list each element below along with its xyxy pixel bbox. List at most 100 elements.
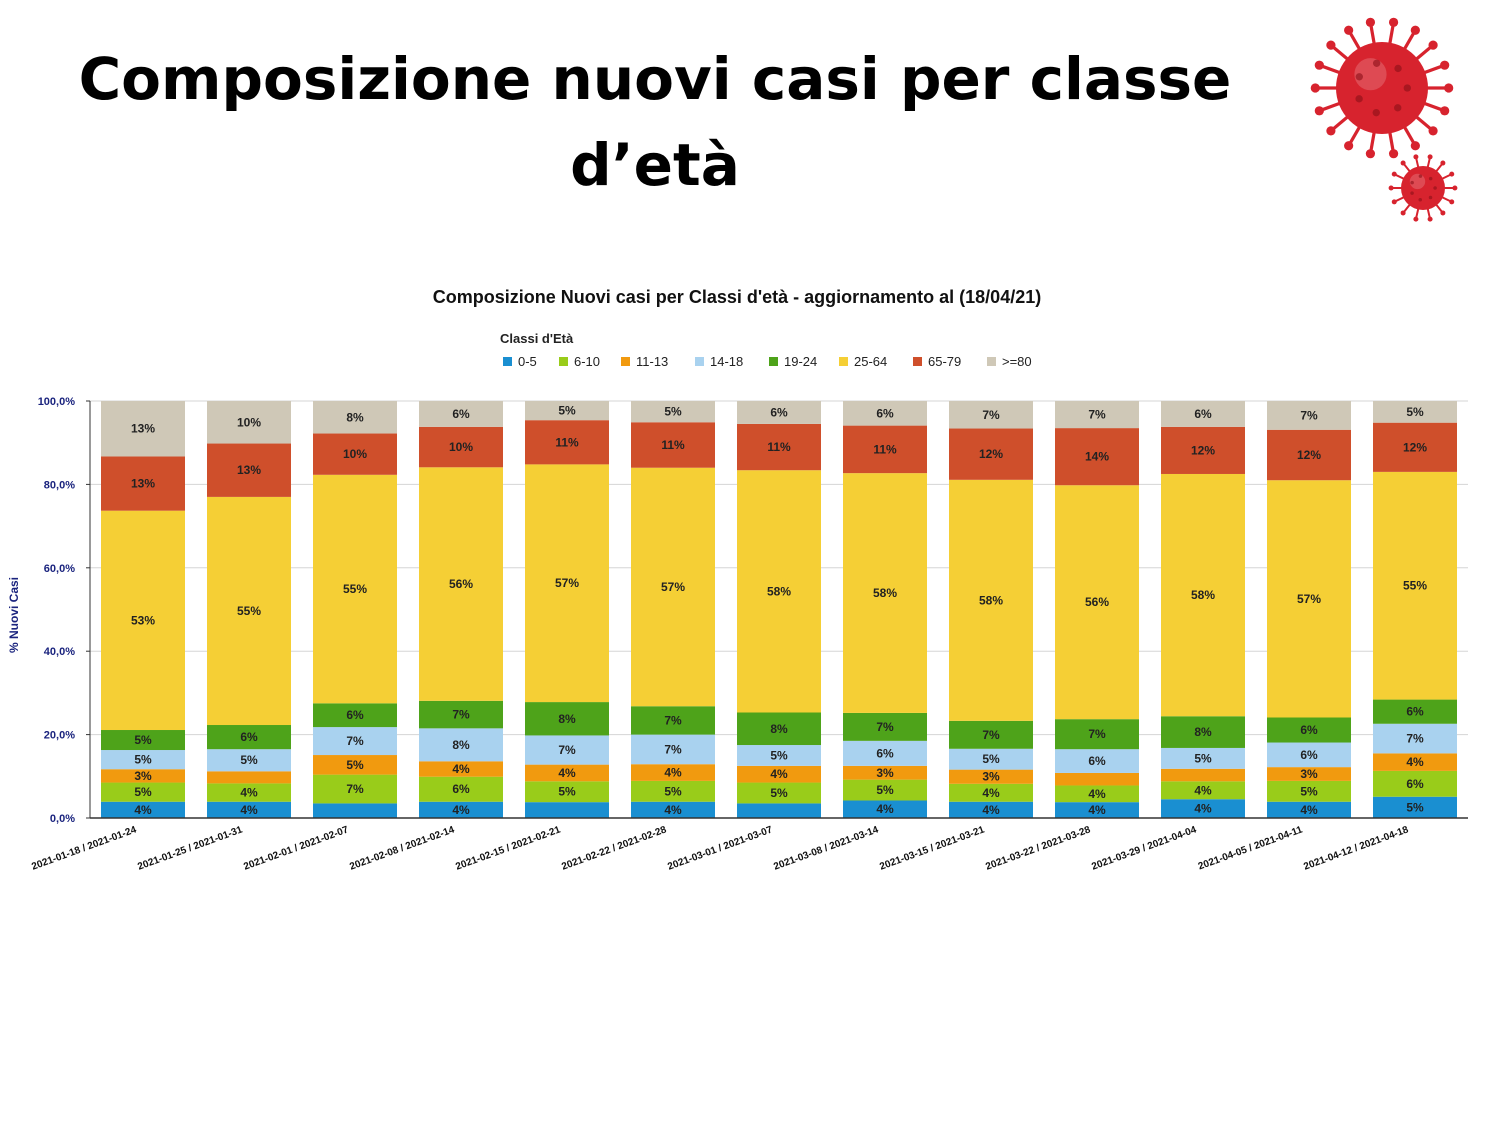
y-tick-label: 40,0% (44, 646, 75, 658)
bar-segment (207, 496, 291, 726)
bar-segment (207, 443, 291, 497)
bar-segment (631, 780, 715, 802)
data-label: 5% (770, 786, 788, 800)
bar-segment (419, 801, 503, 818)
bar-segment (843, 425, 927, 474)
data-label: 4% (240, 803, 258, 817)
legend-swatch (987, 357, 996, 366)
bar-segment (207, 783, 291, 802)
bar-segment (1055, 428, 1139, 486)
data-label: 5% (1194, 751, 1212, 765)
data-label: 4% (452, 803, 470, 817)
data-label: 6% (1406, 705, 1424, 719)
data-label: 55% (237, 604, 261, 618)
data-label: 5% (346, 758, 364, 772)
data-label: 4% (1406, 755, 1424, 769)
data-label: 5% (770, 748, 788, 762)
bar-stack: 5% 6% 4% 7% 6% 55% 12% 5% (1373, 401, 1457, 818)
legend-label: 25-64 (854, 354, 887, 369)
bar-stack: 4% 5% 3% 6% 6% 57% 12% 7% (1267, 401, 1351, 818)
bar-segment (737, 423, 821, 471)
data-label: 8% (770, 722, 788, 736)
data-label: 8% (558, 712, 576, 726)
bar-segment (525, 401, 609, 421)
bar-stack: 7% 5% 7% 6% 55% 10% 8% (313, 401, 397, 818)
legend-label: 6-10 (574, 354, 600, 369)
data-label: 5% (1300, 784, 1318, 798)
bar-stack: 4% 4% 6% 7% 56% 14% 7% (1055, 401, 1139, 818)
data-label: 13% (131, 477, 155, 491)
data-label: 8% (452, 738, 470, 752)
bar-segment (313, 755, 397, 775)
bar-segment (1373, 471, 1457, 700)
data-label: 7% (664, 713, 682, 727)
data-label: 6% (1194, 407, 1212, 421)
data-label: 7% (664, 742, 682, 756)
data-label: 5% (1406, 800, 1424, 814)
bar-segment (1267, 801, 1351, 818)
bar-segment (737, 803, 821, 818)
data-label: 8% (1194, 725, 1212, 739)
x-tick-label: 2021-03-01 / 2021-03-07 (666, 824, 774, 872)
bar-segment (1055, 719, 1139, 750)
data-label: 7% (876, 720, 894, 734)
data-label: 5% (134, 753, 152, 767)
legend-label: 11-13 (636, 354, 668, 369)
bar-segment (1161, 473, 1245, 717)
data-label: 58% (767, 584, 791, 598)
data-label: 4% (664, 766, 682, 780)
bar-segment (631, 422, 715, 468)
bar-segment (1055, 772, 1139, 786)
x-tick-label: 2021-03-22 / 2021-03-28 (984, 824, 1092, 872)
data-label: 10% (343, 447, 367, 461)
bar-segment (1373, 770, 1457, 797)
bar-segment (207, 725, 291, 750)
bar-segment (101, 801, 185, 818)
data-label: 10% (449, 440, 473, 454)
data-label: 4% (1194, 802, 1212, 816)
bar-segment (737, 745, 821, 766)
legend-label: 14-18 (710, 354, 743, 369)
bar-segment (1373, 422, 1457, 472)
y-tick-label: 20,0% (44, 730, 75, 742)
bar-segment (101, 510, 185, 731)
data-label: 5% (558, 785, 576, 799)
data-label: 8% (346, 410, 364, 424)
legend-swatch (559, 357, 568, 366)
data-label: 7% (1088, 727, 1106, 741)
data-label: 7% (982, 728, 1000, 742)
bar-segment (843, 765, 927, 780)
data-label: 57% (661, 580, 685, 594)
bar-segment (1373, 699, 1457, 724)
bar-segment (525, 802, 609, 818)
legend-swatch (621, 357, 630, 366)
data-label: 58% (1191, 588, 1215, 602)
bar-segment (949, 769, 1033, 784)
legend-item-1924: 19-24 (769, 354, 817, 369)
data-label: 55% (343, 582, 367, 596)
data-label: 58% (873, 586, 897, 600)
bar-segment (1055, 749, 1139, 773)
data-label: 6% (240, 730, 258, 744)
bar-segment (843, 800, 927, 818)
data-label: 14% (1085, 450, 1109, 464)
data-label: 13% (131, 422, 155, 436)
bar-segment (525, 464, 609, 703)
bar-segment (313, 703, 397, 728)
bar-segment (419, 761, 503, 777)
data-label: 12% (1403, 440, 1427, 454)
data-label: 57% (555, 576, 579, 590)
bar-segment (1267, 717, 1351, 743)
data-label: 10% (237, 415, 261, 429)
bar-segment (419, 426, 503, 468)
bar-segment (419, 467, 503, 701)
data-label: 4% (240, 786, 258, 800)
data-label: 7% (346, 734, 364, 748)
bar-segment (313, 774, 397, 804)
data-label: 6% (452, 407, 470, 421)
data-label: 4% (558, 766, 576, 780)
bar-segment (843, 740, 927, 766)
y-tick-label: 80,0% (44, 479, 75, 491)
bar-segment (1373, 753, 1457, 771)
